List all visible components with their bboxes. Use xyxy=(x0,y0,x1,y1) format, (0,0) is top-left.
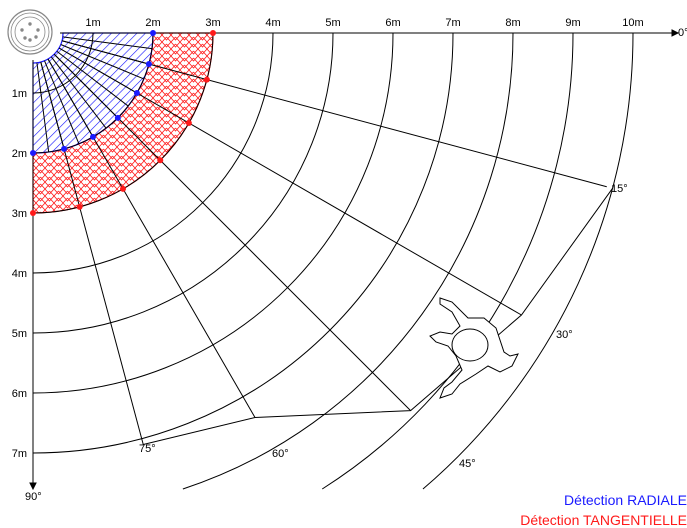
radial-zone-marker xyxy=(90,133,96,140)
x-distance-label: 1m xyxy=(85,17,100,29)
legend-radial-detection: Détection RADIALE xyxy=(564,492,687,508)
x-distance-label: 5m xyxy=(325,17,340,29)
zone-ray xyxy=(62,36,153,50)
zone-ray xyxy=(56,50,129,107)
y-distance-label: 6m xyxy=(12,388,27,400)
y-axis-arrow xyxy=(29,482,37,491)
x-distance-label: 7m xyxy=(445,17,460,29)
zone-ray xyxy=(36,62,50,153)
y-distance-label: 2m xyxy=(12,148,27,160)
legend-tangential-detection: Détection TANGENTIELLE xyxy=(520,512,687,528)
x-axis-arrow xyxy=(671,29,680,37)
y-distance-label: 5m xyxy=(12,328,27,340)
radial-zone-marker xyxy=(61,145,68,152)
zone-ray xyxy=(50,56,107,129)
x-distance-label: 9m xyxy=(565,17,580,29)
distance-ring xyxy=(321,32,574,490)
radial-zone-marker xyxy=(133,90,140,96)
angle-label: 15° xyxy=(611,183,628,195)
y-distance-label: 1m xyxy=(12,88,27,100)
x-distance-label: 3m xyxy=(205,17,220,29)
zone-ray xyxy=(60,44,145,80)
angle-label: 60° xyxy=(272,448,289,460)
sensor-icon xyxy=(7,9,53,55)
zone-ray xyxy=(58,47,138,94)
distance-ring xyxy=(422,32,634,490)
zone-ray xyxy=(44,60,80,145)
radial-zone-marker xyxy=(150,30,156,36)
radial-zone-marker xyxy=(114,114,121,121)
tangential-zone-marker xyxy=(120,185,126,192)
zone-ray xyxy=(61,40,150,65)
angle-label: 75° xyxy=(139,443,156,455)
radial-zone-marker xyxy=(30,150,36,156)
angle-label: 90° xyxy=(25,491,42,503)
tangential-zone-marker xyxy=(157,157,164,164)
x-distance-label: 8m xyxy=(505,17,520,29)
zone-ray xyxy=(47,58,94,138)
angle-label: 45° xyxy=(459,458,476,470)
x-distance-label: 4m xyxy=(265,17,280,29)
x-distance-label: 6m xyxy=(385,17,400,29)
angle-label: 0° xyxy=(678,27,687,39)
radial-zone-marker xyxy=(145,61,152,68)
zone-ray xyxy=(53,53,119,119)
y-distance-label: 4m xyxy=(12,268,27,280)
tangential-zone-marker xyxy=(203,76,210,83)
tangential-zone-marker xyxy=(76,203,83,210)
coverage-outer-boundary xyxy=(143,187,613,445)
tangential-zone-marker xyxy=(185,120,192,126)
tangential-zone-marker xyxy=(210,30,216,36)
x-distance-label: 10m xyxy=(622,17,643,29)
y-distance-label: 7m xyxy=(12,448,27,460)
walking-person-icon xyxy=(429,297,519,399)
angle-label: 30° xyxy=(556,329,573,341)
tangential-zone-marker xyxy=(30,210,36,216)
x-distance-label: 2m xyxy=(145,17,160,29)
distance-ring xyxy=(182,32,514,490)
zone-ray xyxy=(40,61,65,150)
angle-ray xyxy=(61,40,607,188)
y-distance-label: 3m xyxy=(12,208,27,220)
